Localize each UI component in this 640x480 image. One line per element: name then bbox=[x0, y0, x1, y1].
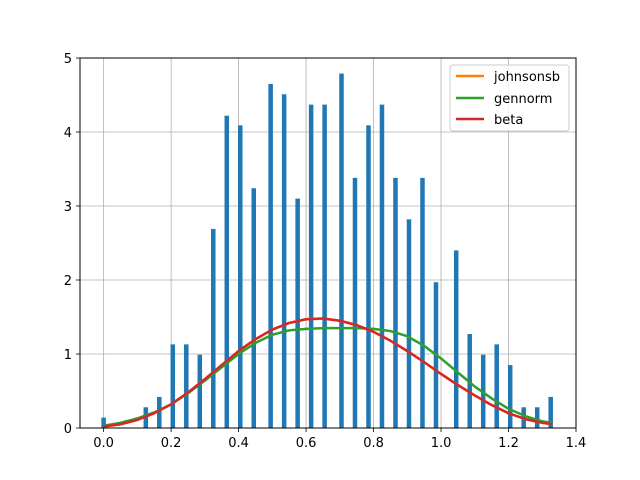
x-tick-label: 1.0 bbox=[431, 436, 452, 451]
legend-label-johnsonsb: johnsonsb bbox=[493, 70, 560, 85]
histogram-bar bbox=[308, 104, 314, 429]
histogram-bar bbox=[211, 228, 216, 428]
y-tick-label: 0 bbox=[64, 422, 72, 437]
histogram-bar bbox=[379, 104, 385, 429]
histogram-bar bbox=[322, 104, 327, 429]
y-tick-label: 4 bbox=[64, 126, 72, 141]
histogram-bar bbox=[548, 396, 553, 428]
histogram-bar bbox=[101, 417, 106, 428]
histogram-bar bbox=[393, 177, 398, 428]
y-tick-label: 1 bbox=[64, 348, 72, 363]
histogram-bar bbox=[406, 219, 412, 428]
histogram-bar bbox=[170, 344, 176, 428]
histogram-bar bbox=[157, 396, 162, 428]
x-tick-label: 0.6 bbox=[296, 436, 317, 451]
histogram-bar bbox=[238, 125, 243, 428]
legend-box bbox=[449, 64, 570, 132]
histogram-bar bbox=[295, 198, 300, 428]
histogram-bar bbox=[268, 83, 273, 429]
histogram-bar bbox=[184, 344, 189, 428]
axis-ticks: 0.0 0.2 0.4 0.6 0.8 1.0 1.2 1.4 0 1 2 3 4 5 bbox=[64, 52, 587, 451]
histogram-bar bbox=[197, 354, 203, 428]
x-tick-label: 0.2 bbox=[161, 436, 182, 451]
x-tick-label: 0.8 bbox=[363, 436, 384, 451]
series-line-beta bbox=[103, 317, 553, 428]
x-tick-label: 1.4 bbox=[566, 436, 587, 451]
y-tick-label: 5 bbox=[64, 52, 72, 67]
histogram-bar bbox=[224, 115, 230, 428]
x-tick-label: 0.0 bbox=[93, 436, 114, 451]
histogram-bar bbox=[507, 365, 513, 428]
y-tick-label: 3 bbox=[64, 200, 72, 215]
histogram-bar bbox=[281, 94, 287, 428]
histogram-bar bbox=[251, 188, 257, 428]
histogram-bar bbox=[352, 177, 358, 428]
histogram-bar bbox=[420, 177, 425, 428]
x-tick-label: 1.2 bbox=[498, 436, 519, 451]
histogram-bar bbox=[494, 344, 499, 428]
fit-lines bbox=[103, 317, 553, 428]
legend-label-beta: beta bbox=[494, 113, 523, 128]
histogram-bar bbox=[534, 407, 540, 428]
histogram-bar bbox=[339, 73, 344, 428]
x-tick-label: 0.4 bbox=[228, 436, 249, 451]
plot-frame bbox=[79, 57, 577, 429]
y-tick-label: 2 bbox=[64, 274, 72, 289]
histogram-bar bbox=[366, 125, 371, 428]
legend-label-gennorm: gennorm bbox=[494, 92, 552, 107]
legend: johnsonsb gennorm beta bbox=[449, 64, 570, 132]
histogram-bar bbox=[453, 250, 459, 428]
